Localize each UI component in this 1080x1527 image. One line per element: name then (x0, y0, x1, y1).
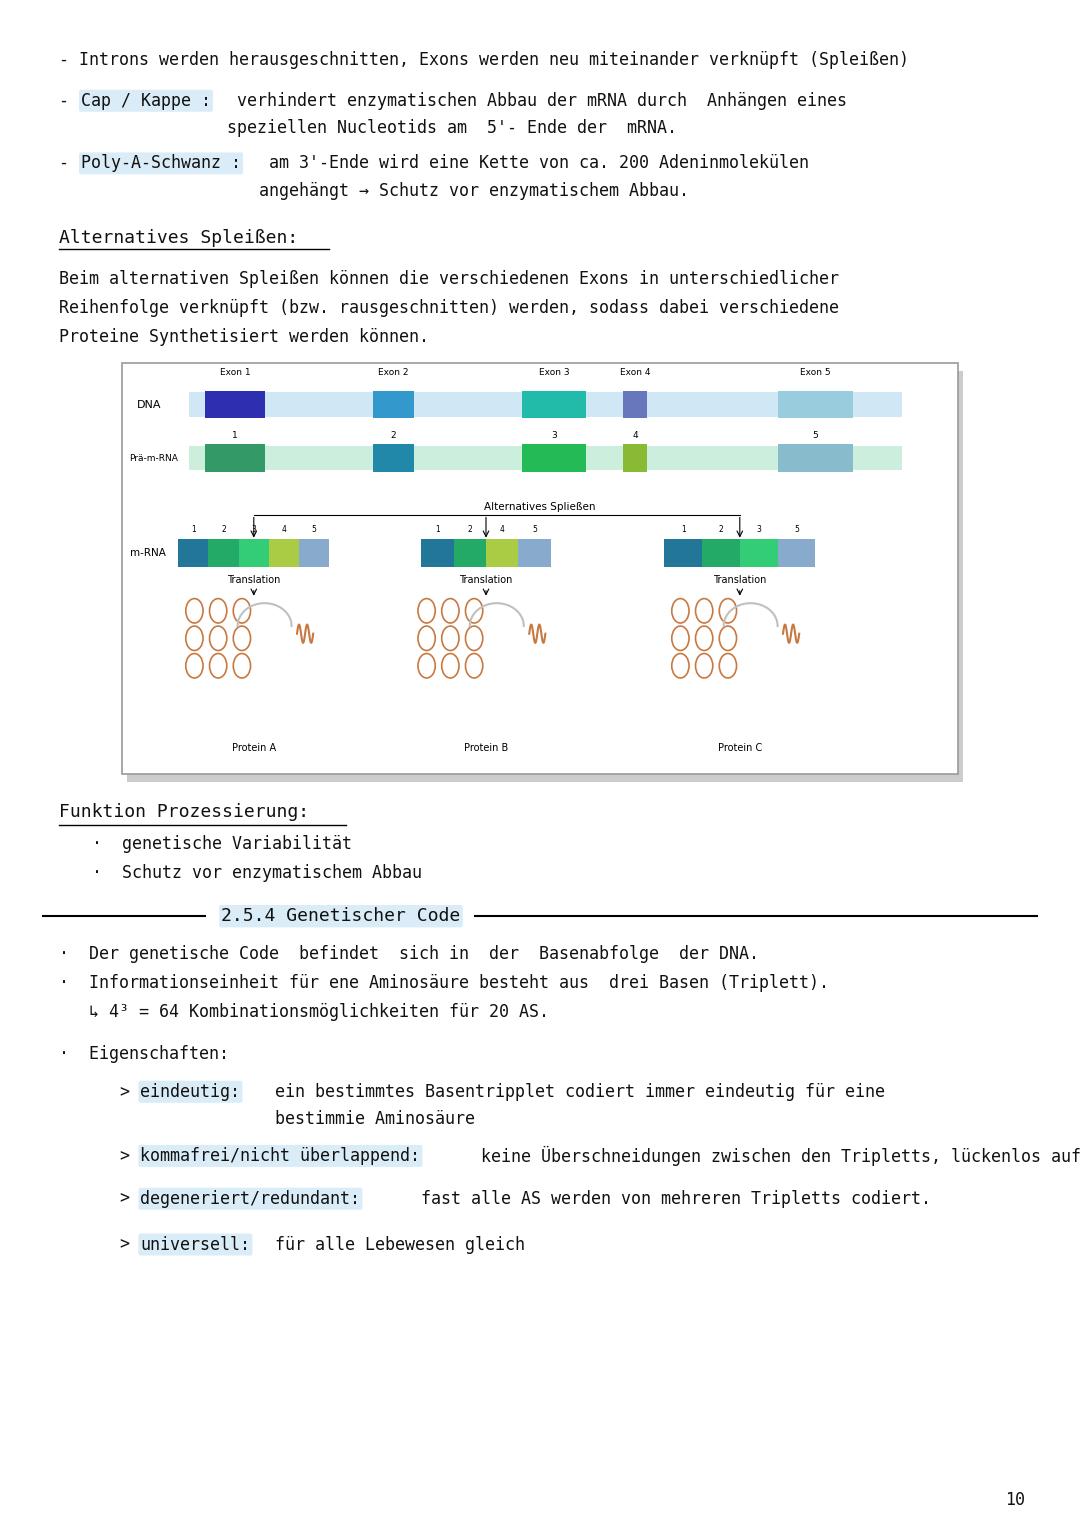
Text: Reihenfolge verknüpft (bzw. rausgeschnitten) werden, sodass dabei verschiedene: Reihenfolge verknüpft (bzw. rausgeschnit… (59, 299, 839, 318)
FancyBboxPatch shape (205, 444, 265, 472)
FancyBboxPatch shape (373, 444, 414, 472)
Text: ·  genetische Variabilität: · genetische Variabilität (92, 835, 352, 854)
Text: Translation: Translation (713, 576, 767, 585)
Text: ein bestimmtes Basentripplet codiert immer eindeutig für eine: ein bestimmtes Basentripplet codiert imm… (275, 1083, 886, 1101)
Text: ·  Der genetische Code  befindet  sich in  der  Basenabfolge  der DNA.: · Der genetische Code befindet sich in d… (59, 945, 759, 964)
Text: 5: 5 (312, 525, 316, 534)
Text: m-RNA: m-RNA (130, 548, 165, 557)
FancyBboxPatch shape (127, 371, 963, 782)
Text: 3: 3 (551, 431, 557, 440)
Text: bestimmie Aminosäure: bestimmie Aminosäure (275, 1110, 475, 1128)
Text: speziellen Nucleotids am  5'- Ende der  mRNA.: speziellen Nucleotids am 5'- Ende der mR… (227, 119, 677, 137)
Text: Protein A: Protein A (232, 744, 275, 753)
Text: Prä-m-RNA: Prä-m-RNA (130, 454, 178, 463)
Text: -: - (59, 154, 80, 173)
FancyBboxPatch shape (778, 444, 853, 472)
Text: 2: 2 (221, 525, 226, 534)
Text: universell:: universell: (140, 1235, 251, 1254)
FancyBboxPatch shape (522, 444, 586, 472)
Text: 3: 3 (252, 525, 256, 534)
Text: 2: 2 (468, 525, 472, 534)
Text: 1: 1 (435, 525, 440, 534)
Text: 4: 4 (282, 525, 286, 534)
FancyBboxPatch shape (299, 539, 329, 567)
FancyBboxPatch shape (178, 539, 208, 567)
Text: >: > (119, 1147, 129, 1165)
Text: degeneriert/redundant:: degeneriert/redundant: (140, 1190, 361, 1208)
Text: ↳ 4³ = 64 Kombinationsmöglichkeiten für 20 AS.: ↳ 4³ = 64 Kombinationsmöglichkeiten für … (89, 1003, 549, 1022)
FancyBboxPatch shape (239, 539, 269, 567)
Text: Protein C: Protein C (718, 744, 761, 753)
Text: - Introns werden herausgeschnitten, Exons werden neu miteinander verknüpft (Sple: - Introns werden herausgeschnitten, Exon… (59, 50, 909, 69)
Text: ·  Eigenschaften:: · Eigenschaften: (59, 1044, 229, 1063)
Text: >: > (119, 1083, 129, 1101)
Text: 3: 3 (756, 525, 761, 534)
FancyBboxPatch shape (740, 539, 778, 567)
Text: 2.5.4 Genetischer Code: 2.5.4 Genetischer Code (221, 907, 461, 925)
FancyBboxPatch shape (208, 539, 239, 567)
Text: ·  Informationseinheit für ene Aminosäure besteht aus  drei Basen (Triplett).: · Informationseinheit für ene Aminosäure… (59, 974, 829, 993)
Text: Protein B: Protein B (464, 744, 508, 753)
FancyBboxPatch shape (702, 539, 740, 567)
FancyBboxPatch shape (189, 392, 902, 417)
Text: 2: 2 (718, 525, 724, 534)
Text: Proteine Synthetisiert werden können.: Proteine Synthetisiert werden können. (59, 328, 430, 347)
Text: -: - (59, 92, 80, 110)
Text: 10: 10 (1005, 1490, 1025, 1509)
Text: Alternatives Spließen: Alternatives Spließen (484, 502, 596, 512)
FancyBboxPatch shape (373, 391, 414, 418)
Text: Translation: Translation (459, 576, 513, 585)
Text: 1: 1 (680, 525, 686, 534)
Text: 5: 5 (794, 525, 799, 534)
FancyBboxPatch shape (205, 391, 265, 418)
FancyBboxPatch shape (421, 539, 454, 567)
Text: angehängt → Schutz vor enzymatischem Abbau.: angehängt → Schutz vor enzymatischem Abb… (259, 182, 689, 200)
Text: Alternatives Spleißen:: Alternatives Spleißen: (59, 229, 299, 247)
Text: ·  Schutz vor enzymatischem Abbau: · Schutz vor enzymatischem Abbau (92, 864, 422, 883)
Text: 2: 2 (390, 431, 396, 440)
Text: eindeutig:: eindeutig: (140, 1083, 241, 1101)
Text: Exon 3: Exon 3 (539, 368, 569, 377)
Text: Funktion Prozessierung:: Funktion Prozessierung: (59, 803, 310, 822)
FancyBboxPatch shape (122, 363, 958, 774)
FancyBboxPatch shape (664, 539, 702, 567)
Text: Exon 5: Exon 5 (800, 368, 831, 377)
Text: 5: 5 (532, 525, 537, 534)
Text: am 3'-Ende wird eine Kette von ca. 200 Adeninmolekülen: am 3'-Ende wird eine Kette von ca. 200 A… (259, 154, 809, 173)
Text: Exon 1: Exon 1 (219, 368, 251, 377)
Text: 4: 4 (500, 525, 504, 534)
Text: 4: 4 (632, 431, 638, 440)
Text: 1: 1 (191, 525, 195, 534)
FancyBboxPatch shape (623, 391, 647, 418)
Text: >: > (119, 1190, 129, 1208)
FancyBboxPatch shape (269, 539, 299, 567)
FancyBboxPatch shape (778, 391, 853, 418)
Text: kommafrei/nicht überlappend:: kommafrei/nicht überlappend: (140, 1147, 420, 1165)
FancyBboxPatch shape (518, 539, 551, 567)
FancyBboxPatch shape (454, 539, 486, 567)
Text: verhindert enzymatischen Abbau der mRNA durch  Anhängen eines: verhindert enzymatischen Abbau der mRNA … (227, 92, 847, 110)
Text: Translation: Translation (227, 576, 281, 585)
Text: fast alle AS werden von mehreren Tripletts codiert.: fast alle AS werden von mehreren Triplet… (421, 1190, 931, 1208)
Text: 5: 5 (812, 431, 819, 440)
Text: Exon 2: Exon 2 (378, 368, 408, 377)
Text: Beim alternativen Spleißen können die verschiedenen Exons in unterschiedlicher: Beim alternativen Spleißen können die ve… (59, 270, 839, 289)
FancyBboxPatch shape (486, 539, 518, 567)
Text: Exon 4: Exon 4 (620, 368, 650, 377)
Text: Cap / Kappe :: Cap / Kappe : (81, 92, 211, 110)
FancyBboxPatch shape (623, 444, 647, 472)
Text: keine Überschneidungen zwischen den Tripletts, lückenlos aufeinander: keine Überschneidungen zwischen den Trip… (481, 1145, 1080, 1167)
Text: DNA: DNA (137, 400, 162, 409)
Text: 1: 1 (232, 431, 238, 440)
Text: für alle Lebewesen gleich: für alle Lebewesen gleich (275, 1235, 525, 1254)
FancyBboxPatch shape (522, 391, 586, 418)
FancyBboxPatch shape (189, 446, 902, 470)
FancyBboxPatch shape (778, 539, 815, 567)
Text: >: > (119, 1235, 129, 1254)
Text: Poly-A-Schwanz :: Poly-A-Schwanz : (81, 154, 241, 173)
